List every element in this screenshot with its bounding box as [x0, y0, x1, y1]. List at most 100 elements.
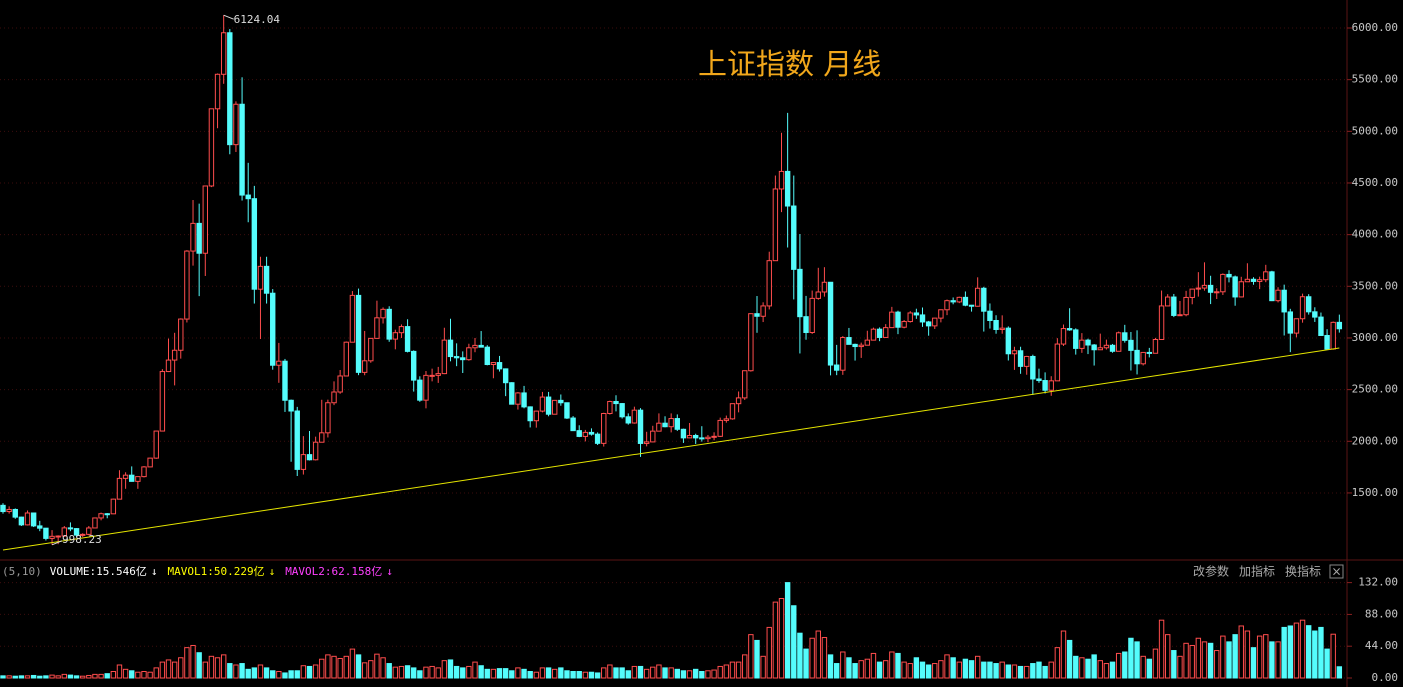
- volume-bar: [1017, 665, 1024, 679]
- volume-bar: [239, 663, 245, 679]
- candle-body: [968, 304, 975, 307]
- volume-bar: [447, 659, 454, 679]
- candle-body: [686, 434, 693, 439]
- candle-body: [441, 339, 448, 375]
- candle-body: [1189, 288, 1195, 298]
- indicator-button[interactable]: 加指标: [1239, 564, 1275, 579]
- volume-bar: [613, 667, 619, 679]
- volume-bar: [1281, 626, 1287, 679]
- volume-bar: [178, 657, 184, 679]
- candle-body: [73, 528, 80, 536]
- volume-bar: [907, 663, 913, 679]
- volume-bar: [1263, 634, 1269, 679]
- volume-bar: [404, 665, 411, 679]
- volume-bar: [674, 668, 680, 679]
- volume-bar: [656, 664, 662, 679]
- volume-bar: [184, 647, 190, 679]
- volume-bar: [735, 661, 742, 679]
- candle-body: [999, 327, 1005, 330]
- candle-body: [993, 320, 999, 330]
- volume-bar: [43, 675, 49, 679]
- volume-bar: [515, 667, 521, 679]
- volume-bar: [202, 661, 208, 679]
- volume-bar: [1165, 634, 1171, 679]
- volume-bar: [1152, 648, 1159, 679]
- volume-bar: [374, 653, 380, 679]
- volume-bar: [171, 661, 178, 679]
- volume-bar: [1250, 647, 1257, 679]
- volume-bar: [852, 663, 858, 679]
- volume-bar: [331, 655, 337, 679]
- volume-bar: [214, 657, 221, 679]
- volume-bar: [386, 663, 392, 679]
- volume-bar: [723, 664, 730, 679]
- candle-body: [1281, 289, 1287, 313]
- volume-bar: [1073, 655, 1079, 679]
- volume-bar: [502, 668, 509, 679]
- candle-body: [159, 371, 166, 432]
- candle-body: [270, 292, 276, 366]
- indicator-button[interactable]: 改参数: [1193, 564, 1229, 579]
- volume-bar: [1097, 660, 1103, 679]
- candle-body: [18, 516, 25, 526]
- indicator-arrow: ↓: [269, 565, 276, 578]
- volume-bar: [705, 670, 711, 679]
- volume-bar: [999, 661, 1005, 679]
- close-box[interactable]: [1329, 564, 1344, 579]
- volume-bar: [925, 664, 932, 679]
- y-tick-label: 6000.00: [1352, 21, 1398, 34]
- volume-bar: [300, 665, 307, 679]
- volume-bar: [122, 668, 129, 679]
- volume-bar: [1103, 663, 1110, 679]
- volume-bar: [1226, 641, 1232, 679]
- candle-body: [276, 360, 282, 366]
- candle-body: [797, 268, 803, 318]
- candle-body: [37, 525, 43, 529]
- candle-body: [582, 431, 589, 437]
- volume-bar: [6, 675, 12, 679]
- candle-body: [55, 535, 61, 538]
- close-button[interactable]: ×: [1331, 565, 1341, 579]
- candle-body: [699, 437, 705, 440]
- candle-body: [129, 474, 135, 482]
- indicator-value: MAVOL2:62.158亿: [285, 565, 382, 578]
- candle-body: [0, 504, 6, 513]
- candle-body: [895, 311, 901, 328]
- candle-body: [104, 513, 110, 516]
- high-annotation: 6124.04: [234, 13, 281, 26]
- volume-bar: [361, 662, 368, 679]
- candle-body: [257, 265, 264, 290]
- candle-body: [552, 399, 558, 415]
- candle-body: [527, 406, 533, 422]
- volume-bar: [257, 664, 264, 679]
- candle-body: [827, 281, 834, 366]
- volume-bar: [190, 644, 196, 679]
- volume-bar: [919, 661, 926, 679]
- candle-body: [460, 357, 466, 361]
- volume-bar: [466, 665, 472, 679]
- candle-body: [1122, 332, 1128, 341]
- candle-body: [1293, 318, 1300, 334]
- candle-body: [251, 198, 258, 290]
- volume-bar: [1109, 661, 1116, 679]
- candle-body: [349, 294, 356, 343]
- candle-body: [392, 332, 399, 340]
- indicator-button[interactable]: 换指标: [1285, 564, 1321, 579]
- candle-body: [821, 281, 828, 293]
- volume-bar: [864, 658, 871, 679]
- volume-bar: [55, 675, 61, 679]
- volume-bar: [901, 661, 907, 679]
- candle-body: [1232, 276, 1238, 298]
- volume-bar: [417, 670, 423, 679]
- volume-bar: [79, 675, 86, 679]
- candle-body: [423, 374, 429, 401]
- volume-bar: [932, 663, 938, 679]
- candle-body: [417, 379, 423, 401]
- candle-body: [631, 409, 638, 424]
- candle-body: [692, 434, 699, 439]
- candle-body: [858, 344, 864, 348]
- volume-bar: [711, 669, 717, 679]
- volume-bar: [619, 667, 625, 679]
- volume-bar: [153, 667, 159, 679]
- candle-body: [1128, 339, 1134, 351]
